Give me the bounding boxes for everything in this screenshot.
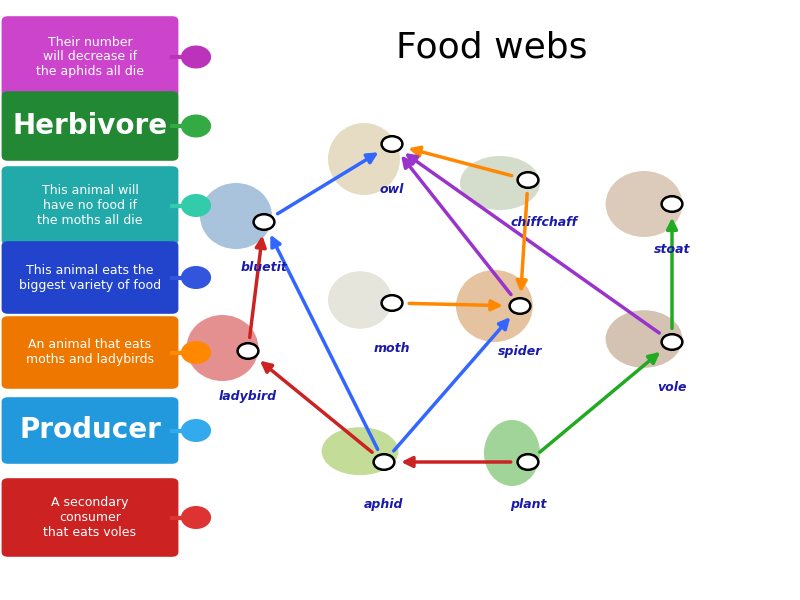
Circle shape <box>182 341 210 363</box>
Ellipse shape <box>322 427 398 475</box>
FancyBboxPatch shape <box>2 241 178 314</box>
FancyBboxPatch shape <box>2 478 178 557</box>
Text: This animal eats the
biggest variety of food: This animal eats the biggest variety of … <box>19 263 161 292</box>
Text: Their number
will decrease if
the aphids all die: Their number will decrease if the aphids… <box>36 35 144 79</box>
Circle shape <box>238 343 258 359</box>
FancyBboxPatch shape <box>2 16 178 98</box>
Text: Herbivore: Herbivore <box>13 112 167 140</box>
Text: This animal will
have no food if
the moths all die: This animal will have no food if the mot… <box>38 184 142 227</box>
Text: plant: plant <box>510 498 546 511</box>
Text: Producer: Producer <box>19 416 161 445</box>
Circle shape <box>182 506 210 528</box>
FancyBboxPatch shape <box>2 91 178 161</box>
Circle shape <box>518 454 538 470</box>
Circle shape <box>510 298 530 314</box>
Ellipse shape <box>606 310 682 368</box>
Ellipse shape <box>186 315 258 381</box>
Text: A secondary
consumer
that eats voles: A secondary consumer that eats voles <box>43 496 137 539</box>
Text: vole: vole <box>658 381 686 394</box>
Circle shape <box>382 136 402 152</box>
Circle shape <box>182 266 210 289</box>
Ellipse shape <box>460 156 540 210</box>
Ellipse shape <box>484 420 540 486</box>
FancyBboxPatch shape <box>2 166 178 245</box>
Circle shape <box>662 334 682 350</box>
Text: bluetit: bluetit <box>241 261 287 274</box>
Ellipse shape <box>328 123 400 195</box>
Circle shape <box>182 194 210 216</box>
Text: owl: owl <box>380 183 404 196</box>
Text: moth: moth <box>374 342 410 355</box>
Ellipse shape <box>200 183 272 249</box>
Circle shape <box>518 172 538 188</box>
Ellipse shape <box>606 171 682 237</box>
Text: An animal that eats
moths and ladybirds: An animal that eats moths and ladybirds <box>26 338 154 367</box>
Circle shape <box>182 420 210 442</box>
Ellipse shape <box>456 270 533 342</box>
Circle shape <box>382 295 402 311</box>
Text: ladybird: ladybird <box>219 390 277 403</box>
Circle shape <box>182 115 210 137</box>
Circle shape <box>374 454 394 470</box>
Ellipse shape <box>328 271 392 329</box>
FancyBboxPatch shape <box>2 397 178 464</box>
Circle shape <box>662 196 682 212</box>
Circle shape <box>254 214 274 230</box>
Text: stoat: stoat <box>654 243 690 256</box>
Text: chiffchaff: chiffchaff <box>510 216 578 229</box>
FancyBboxPatch shape <box>2 316 178 389</box>
Text: aphid: aphid <box>364 498 404 511</box>
Circle shape <box>182 46 210 68</box>
Text: Food webs: Food webs <box>396 31 588 65</box>
Text: spider: spider <box>498 345 542 358</box>
